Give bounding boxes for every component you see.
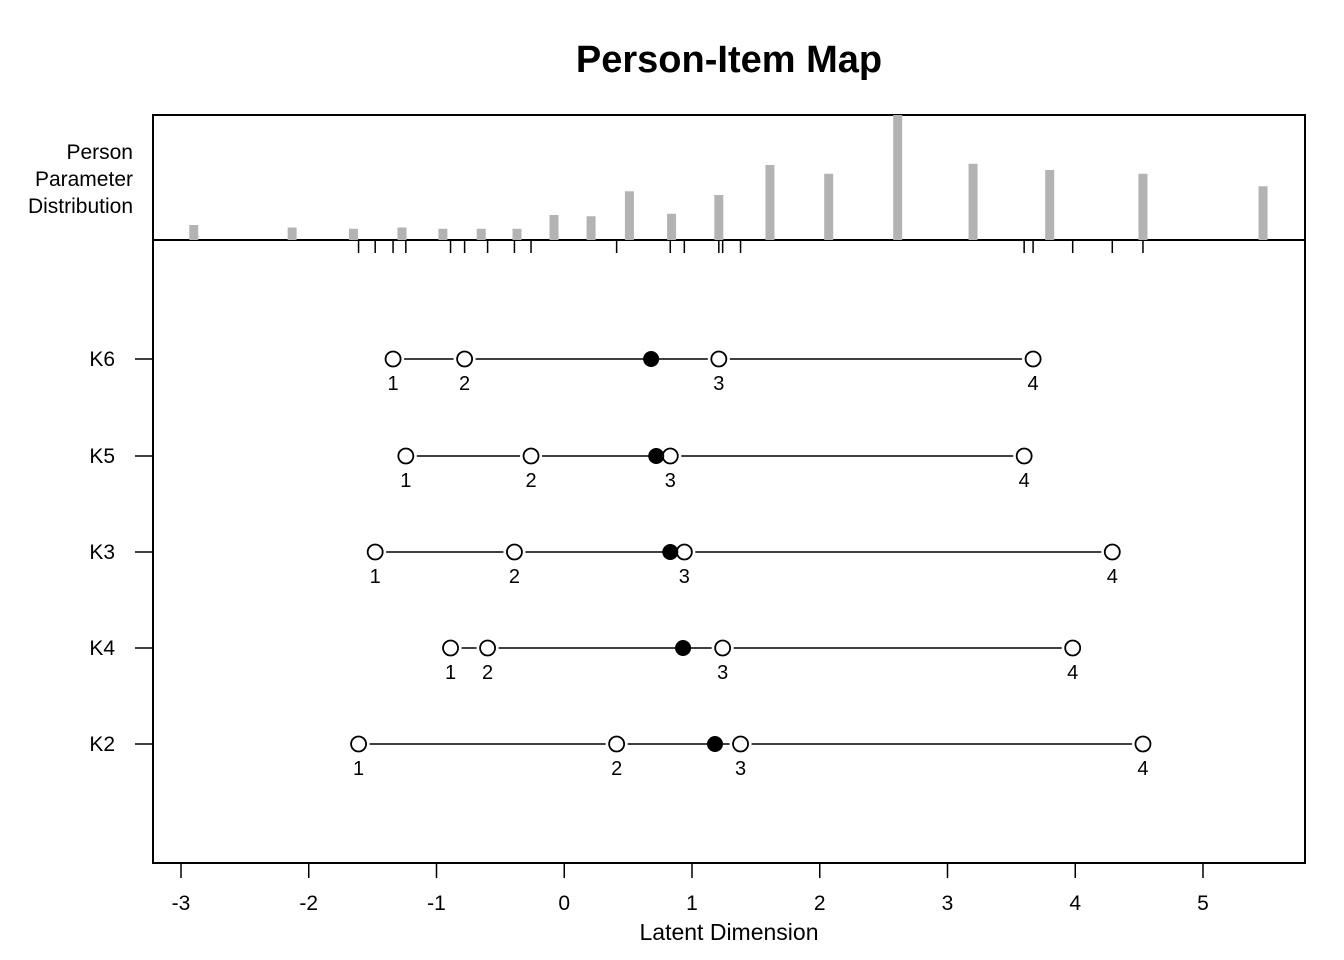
item-location-point <box>643 351 660 367</box>
threshold-point <box>506 543 523 561</box>
item-label: K3 <box>89 541 115 564</box>
threshold-label: 2 <box>611 758 622 780</box>
plot-frame <box>152 114 1306 864</box>
x-tick-label: -3 <box>172 892 191 915</box>
threshold-rug <box>357 240 1144 253</box>
distribution-bar <box>1045 170 1055 240</box>
threshold-point <box>479 639 497 657</box>
threshold-point <box>522 447 540 465</box>
distribution-bar <box>667 213 677 240</box>
threshold-point <box>1064 639 1082 657</box>
person-label-line3: Distribution <box>28 195 133 218</box>
threshold-label: 4 <box>1137 758 1148 780</box>
threshold-point <box>1134 735 1152 753</box>
item-label: K2 <box>89 733 115 756</box>
threshold-label: 1 <box>400 470 411 492</box>
distribution-bar <box>765 165 775 240</box>
threshold-label: 1 <box>445 662 456 684</box>
threshold-point <box>661 447 679 465</box>
distribution-bar <box>893 115 903 240</box>
distribution-bar <box>189 225 199 240</box>
threshold-point <box>1015 447 1033 465</box>
x-axis: -3 -2 -1 0 1 2 3 4 5 <box>172 862 1209 915</box>
x-tick-label: -1 <box>427 892 446 915</box>
threshold-label: 3 <box>713 373 724 395</box>
item-row-k2: K2 1 2 3 4 <box>89 733 1152 780</box>
threshold-point <box>442 639 459 657</box>
item-label: K4 <box>89 637 115 660</box>
distribution-bar <box>1138 173 1148 240</box>
threshold-label: 4 <box>1019 470 1030 492</box>
threshold-label: 1 <box>370 566 381 588</box>
x-tick-label: 1 <box>686 892 698 915</box>
x-tick-label: 3 <box>942 892 954 915</box>
threshold-point <box>366 543 384 561</box>
threshold-label: 3 <box>665 470 676 492</box>
distribution-bar <box>824 173 834 240</box>
x-axis-label: Latent Dimension <box>640 919 819 945</box>
distribution-bar <box>348 228 358 240</box>
item-location-point <box>648 448 665 464</box>
item-location-point <box>662 544 679 560</box>
threshold-label: 3 <box>717 662 728 684</box>
threshold-label: 1 <box>353 758 364 780</box>
threshold-point <box>1024 350 1042 368</box>
item-rows: K6 1 2 3 4 K5 1 2 3 4 K3 1 2 3 4 K4 1 2 3 4 K2 1 2 3 4 <box>89 348 1152 780</box>
threshold-point <box>397 447 415 465</box>
item-row-k6: K6 1 2 3 4 <box>89 348 1042 395</box>
distribution-bar <box>397 227 407 240</box>
distribution-bar <box>586 216 596 240</box>
distribution-bar <box>438 228 448 240</box>
threshold-point <box>675 543 693 561</box>
person-label-line1: Person <box>66 141 133 164</box>
threshold-point <box>732 735 749 753</box>
threshold-point <box>1103 543 1121 561</box>
threshold-label: 3 <box>679 566 690 588</box>
threshold-label: 2 <box>482 662 493 684</box>
x-tick-label: 0 <box>558 892 570 915</box>
threshold-point <box>710 350 728 368</box>
threshold-label: 2 <box>509 566 520 588</box>
distribution-bar <box>1258 186 1268 240</box>
item-label: K6 <box>89 348 115 371</box>
item-location-point <box>706 736 723 752</box>
distribution-bar <box>549 215 559 240</box>
threshold-point <box>714 639 732 657</box>
item-row-k3: K3 1 2 3 4 <box>89 541 1121 588</box>
threshold-point <box>384 350 402 368</box>
item-row-k4: K4 1 2 3 4 <box>89 637 1082 684</box>
threshold-label: 4 <box>1028 373 1039 395</box>
chart-title: Person-Item Map <box>576 39 882 81</box>
threshold-point <box>608 735 626 753</box>
threshold-label: 3 <box>735 758 746 780</box>
item-label: K5 <box>89 445 115 468</box>
item-row-k5: K5 1 2 3 4 <box>89 445 1033 492</box>
distribution-bar <box>624 191 634 240</box>
threshold-point <box>456 350 474 368</box>
person-distribution-bars <box>189 115 1268 240</box>
threshold-label: 2 <box>525 470 536 492</box>
item-location-point <box>675 640 692 656</box>
threshold-label: 2 <box>459 373 470 395</box>
person-label-line2: Parameter <box>35 168 133 191</box>
x-tick-label: 2 <box>814 892 826 915</box>
threshold-label: 1 <box>388 373 399 395</box>
distribution-bar <box>968 163 978 240</box>
distribution-bar <box>512 228 522 240</box>
distribution-bar <box>287 227 297 240</box>
x-tick-label: 5 <box>1197 892 1209 915</box>
threshold-label: 4 <box>1067 662 1078 684</box>
x-tick-label: 4 <box>1069 892 1081 915</box>
x-tick-label: -2 <box>299 892 318 915</box>
distribution-bar <box>714 195 724 240</box>
threshold-label: 4 <box>1107 566 1118 588</box>
distribution-bar <box>476 228 486 240</box>
threshold-point <box>350 735 367 753</box>
